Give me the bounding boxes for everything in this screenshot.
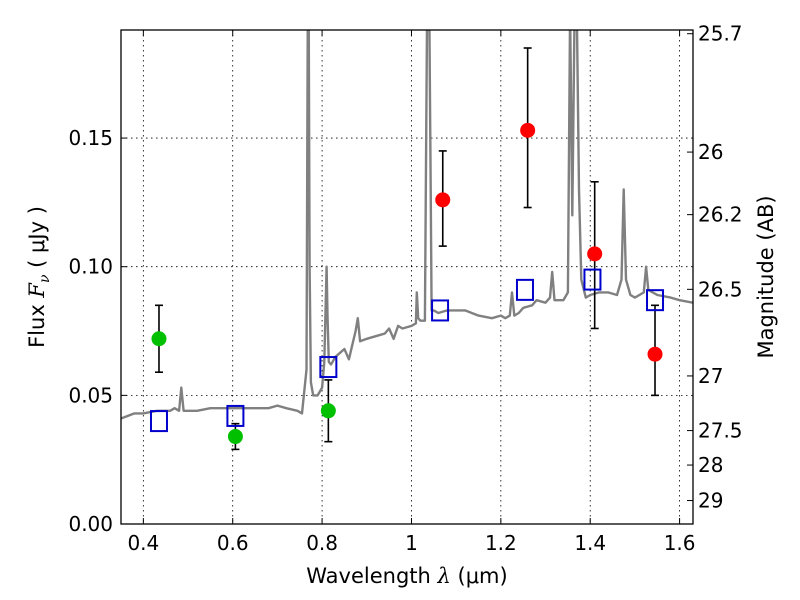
photometry-point — [435, 192, 451, 208]
model-square — [431, 299, 450, 322]
model-square — [149, 410, 168, 433]
y-tick-label: 0.15 — [68, 126, 113, 150]
model-square — [226, 404, 245, 427]
y-axis-label: Flux Fν ( μJy ) — [25, 206, 53, 348]
model-square — [515, 278, 534, 301]
x-axis-label: Wavelength λ (μm) — [306, 564, 507, 588]
photometry-point — [320, 403, 336, 419]
plot-frame — [120, 29, 694, 525]
y2-tick-label: 29 — [698, 489, 723, 513]
photometry-point — [227, 429, 243, 445]
photometry-point — [151, 331, 167, 347]
y-tick-label: 0.05 — [68, 383, 113, 407]
y2-tick-label: 25.7 — [698, 22, 743, 46]
x-tick-label: 0.4 — [127, 531, 159, 555]
model-square — [583, 268, 602, 291]
y2-tick-label: 26 — [698, 140, 723, 164]
y2-axis-label: Magnitude (AB) — [754, 195, 778, 358]
y2-tick-label: 27 — [698, 364, 723, 388]
photometry-point — [587, 246, 603, 262]
x-tick-label: 1.2 — [485, 531, 517, 555]
photometry-point — [647, 346, 663, 362]
spectrum-line — [121, 30, 693, 420]
y2-tick-label: 26.2 — [698, 203, 743, 227]
ticks: 0.4 0.6 0.8 1 1.2 1.4 1.6 0.00 0.05 0.10 0.15 25.7 2… — [68, 22, 742, 555]
x-tick-label: 1.4 — [574, 531, 606, 555]
model-square — [646, 289, 665, 312]
photometry-point — [520, 122, 536, 138]
x-tick-label: 0.6 — [217, 531, 249, 555]
plot-area — [121, 30, 693, 451]
model-square — [319, 356, 338, 379]
y-tick-label: 0.10 — [68, 255, 113, 279]
y2-tick-label: 27.5 — [698, 419, 743, 443]
y-tick-label: 0.00 — [68, 512, 113, 536]
y2-tick-label: 26.5 — [698, 277, 743, 301]
x-tick-label: 1 — [405, 531, 418, 555]
x-tick-label: 1.6 — [664, 531, 696, 555]
y2-tick-label: 28 — [698, 453, 723, 477]
x-tick-label: 0.8 — [306, 531, 338, 555]
